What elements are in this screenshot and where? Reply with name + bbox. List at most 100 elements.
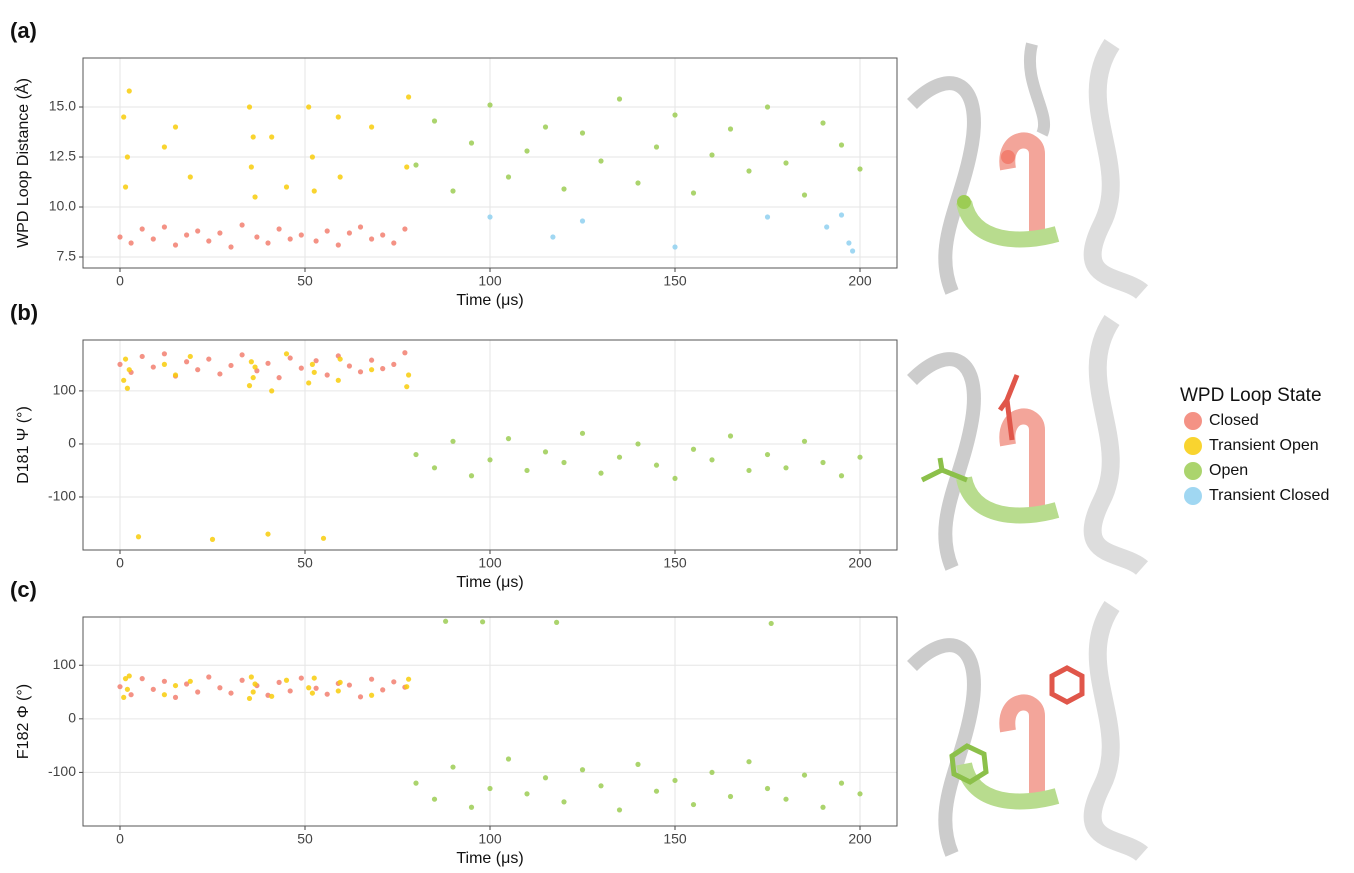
- point: [820, 805, 825, 810]
- point: [709, 770, 714, 775]
- point: [195, 689, 200, 694]
- point: [413, 162, 418, 167]
- point: [184, 232, 189, 237]
- point: [247, 696, 252, 701]
- point: [369, 358, 374, 363]
- point: [617, 807, 622, 812]
- point: [413, 452, 418, 457]
- point: [347, 363, 352, 368]
- point: [269, 388, 274, 393]
- point: [672, 112, 677, 117]
- legend-title: WPD Loop State: [1180, 385, 1322, 406]
- point: [728, 794, 733, 799]
- structure-b: [912, 320, 1160, 568]
- point: [173, 242, 178, 247]
- page: {"chart_data": [ {"type": "scatter", "pa…: [0, 0, 1354, 873]
- point: [524, 148, 529, 153]
- legend-swatch: [1184, 437, 1202, 455]
- point: [321, 536, 326, 541]
- point: [206, 674, 211, 679]
- point: [469, 140, 474, 145]
- point: [691, 447, 696, 452]
- point: [432, 118, 437, 123]
- point: [336, 688, 341, 693]
- legend-swatch: [1184, 412, 1202, 430]
- point: [306, 685, 311, 690]
- point: [580, 130, 585, 135]
- point: [617, 455, 622, 460]
- x-tick-label: 150: [663, 273, 687, 289]
- point: [598, 471, 603, 476]
- legend-swatch: [1184, 487, 1202, 505]
- point: [252, 194, 257, 199]
- point: [369, 236, 374, 241]
- point: [406, 94, 411, 99]
- y-tick-label: 100: [53, 382, 77, 398]
- x-tick-label: 50: [297, 273, 313, 289]
- atom: [957, 195, 971, 209]
- point: [802, 192, 807, 197]
- atom: [1001, 150, 1015, 164]
- point: [336, 378, 341, 383]
- point: [125, 687, 130, 692]
- point: [802, 439, 807, 444]
- point: [783, 160, 788, 165]
- point: [162, 224, 167, 229]
- point: [857, 166, 862, 171]
- point: [249, 359, 254, 364]
- point: [857, 791, 862, 796]
- point: [117, 684, 122, 689]
- point: [249, 674, 254, 679]
- point: [249, 164, 254, 169]
- point: [543, 449, 548, 454]
- point: [358, 694, 363, 699]
- panel-label: (a): [10, 18, 37, 43]
- point: [487, 214, 492, 219]
- point: [404, 164, 409, 169]
- point: [265, 240, 270, 245]
- point: [240, 678, 245, 683]
- point: [391, 362, 396, 367]
- y-tick-label: 10.0: [49, 198, 76, 214]
- legend-swatch: [1184, 462, 1202, 480]
- point: [206, 356, 211, 361]
- point: [312, 675, 317, 680]
- point: [369, 677, 374, 682]
- point: [369, 124, 374, 129]
- point: [306, 104, 311, 109]
- point: [269, 694, 274, 699]
- point: [635, 441, 640, 446]
- point: [210, 537, 215, 542]
- point: [247, 104, 252, 109]
- legend-label: Transient Open: [1209, 437, 1319, 454]
- point: [765, 104, 770, 109]
- point: [314, 238, 319, 243]
- point: [151, 687, 156, 692]
- point: [561, 799, 566, 804]
- point: [839, 781, 844, 786]
- point: [310, 154, 315, 159]
- x-tick-label: 100: [478, 831, 502, 847]
- point: [338, 174, 343, 179]
- point: [184, 359, 189, 364]
- point: [173, 372, 178, 377]
- point: [325, 692, 330, 697]
- point: [506, 174, 511, 179]
- point: [228, 244, 233, 249]
- point: [136, 534, 141, 539]
- point: [336, 242, 341, 247]
- point: [857, 455, 862, 460]
- point: [380, 232, 385, 237]
- point: [325, 228, 330, 233]
- point: [299, 366, 304, 371]
- point: [820, 120, 825, 125]
- point: [173, 124, 178, 129]
- point: [413, 781, 418, 786]
- point: [469, 805, 474, 810]
- point: [284, 351, 289, 356]
- point: [543, 124, 548, 129]
- point: [188, 174, 193, 179]
- point: [406, 372, 411, 377]
